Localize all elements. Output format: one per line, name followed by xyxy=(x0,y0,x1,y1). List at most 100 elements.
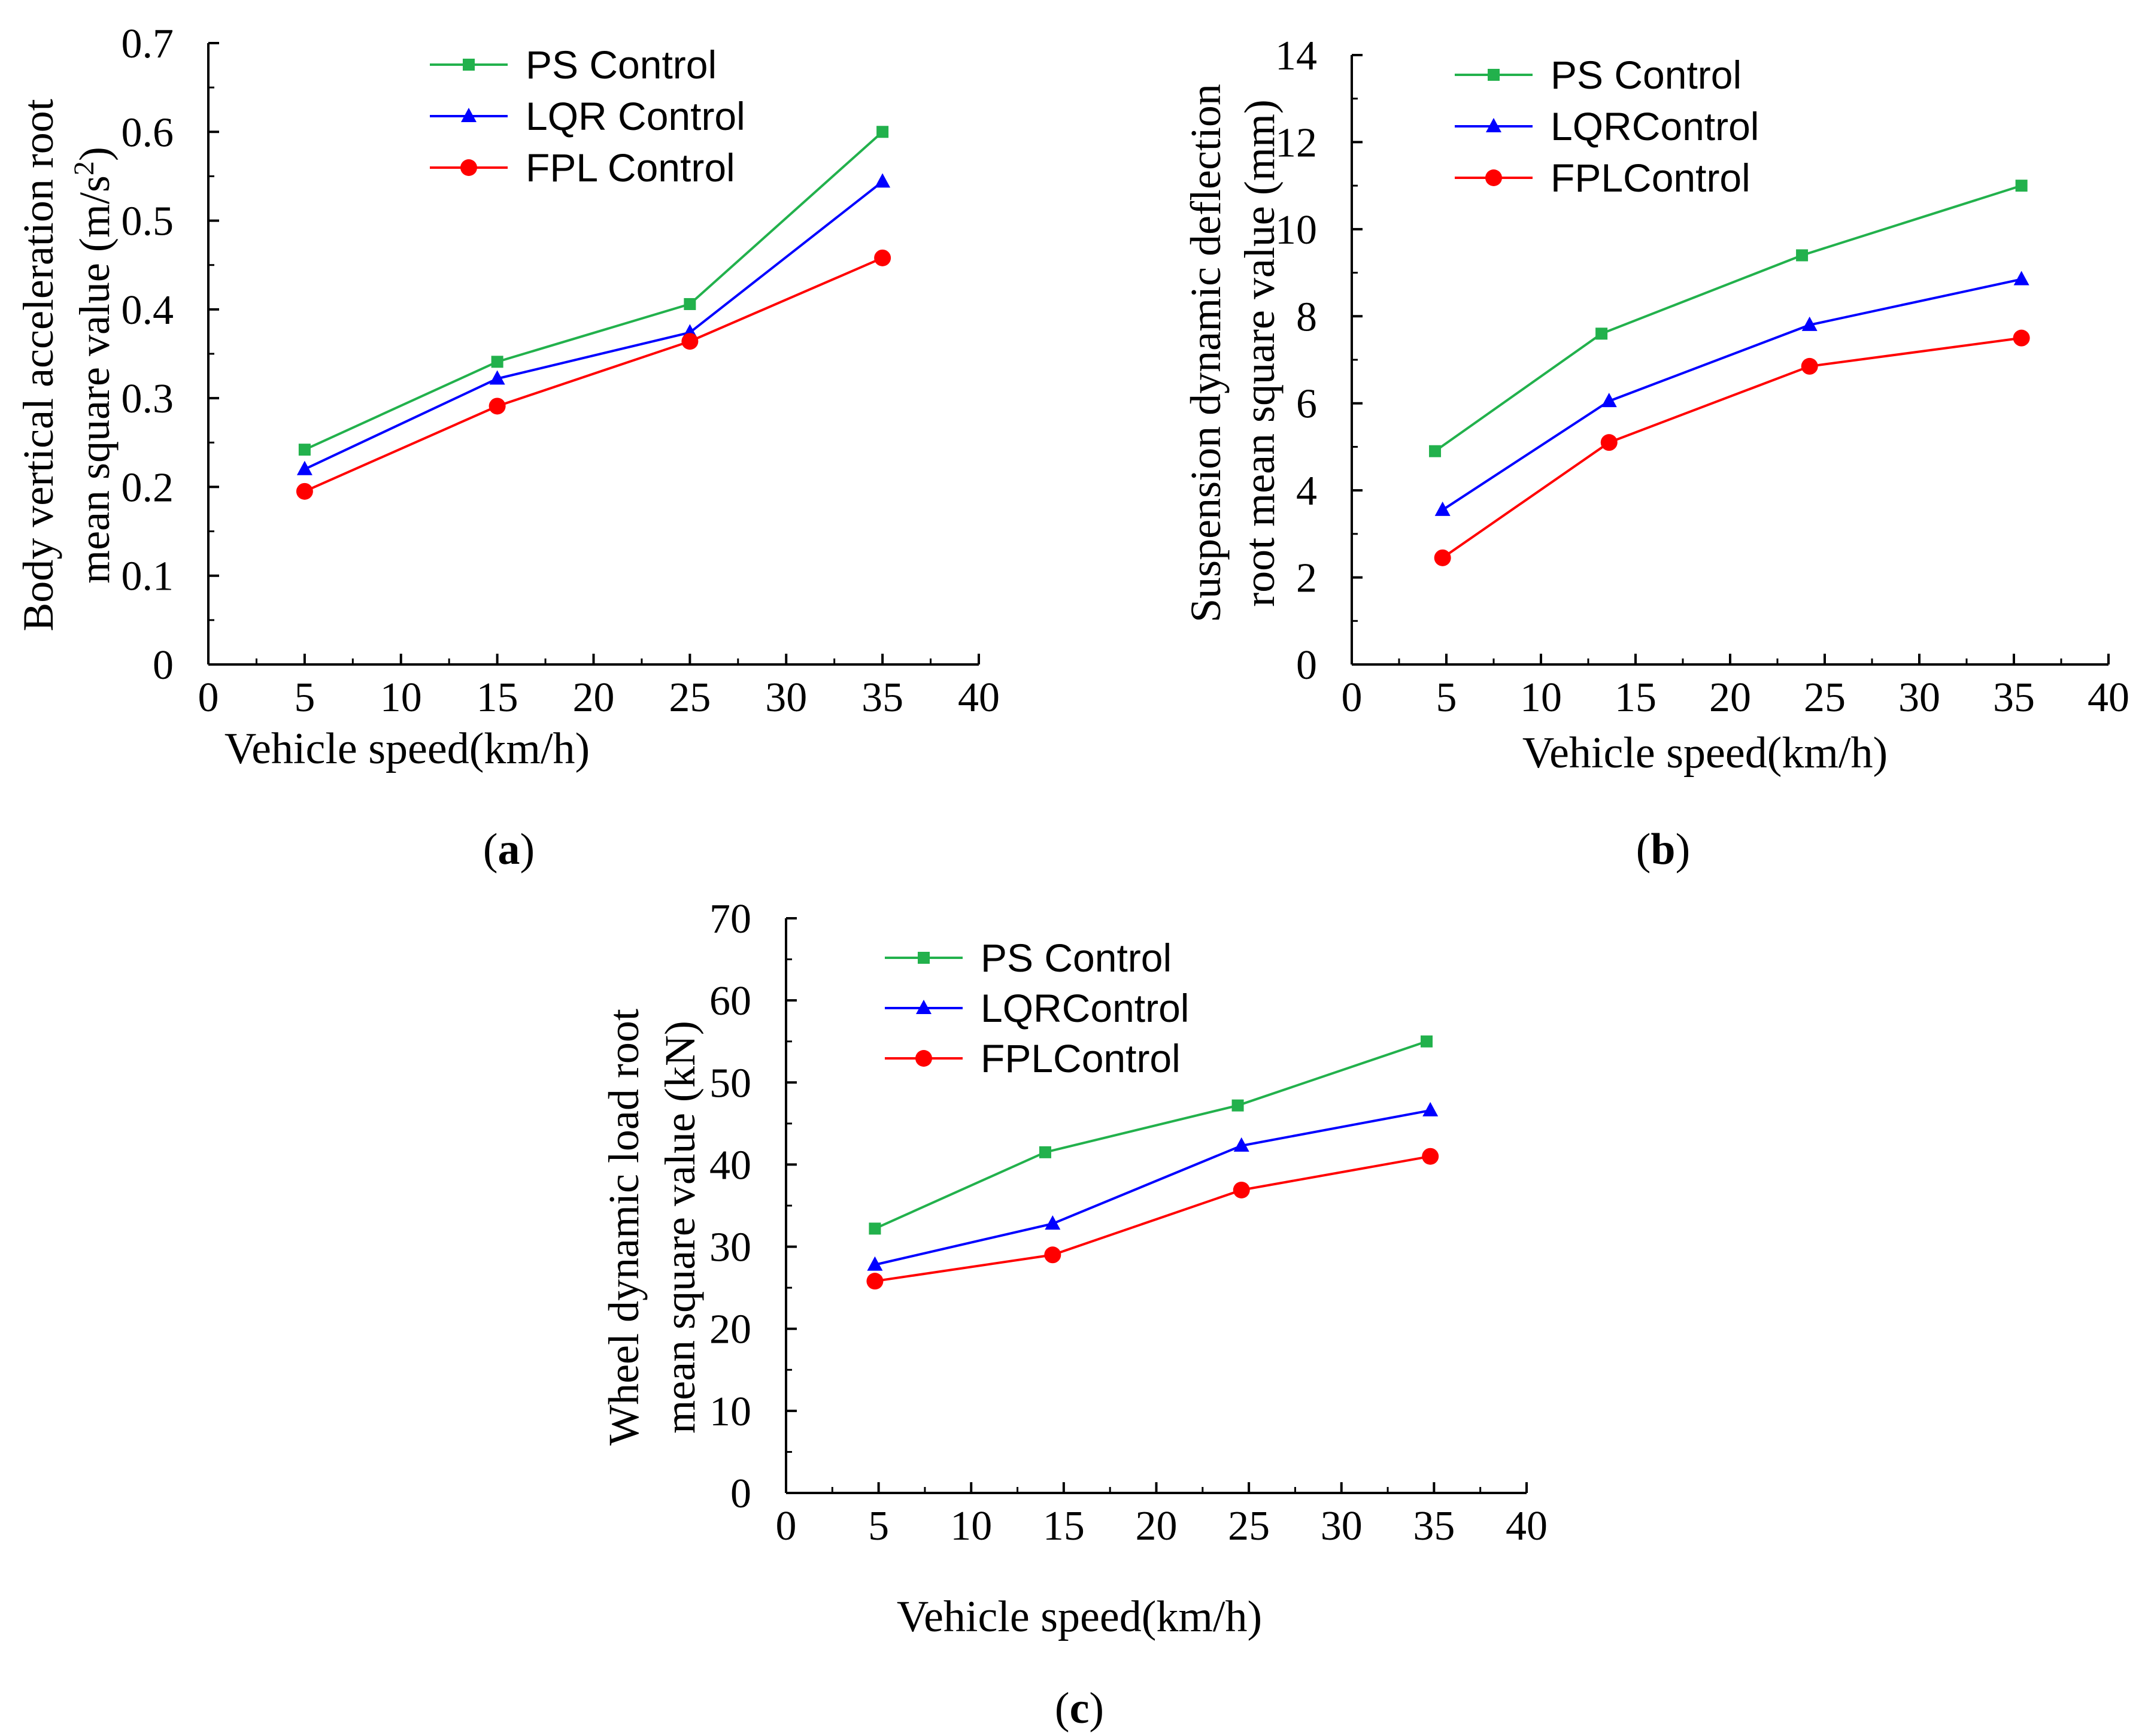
chart-b-legend-2-marker xyxy=(1485,169,1502,186)
chart-c-panel-label: (c) xyxy=(1055,1684,1104,1733)
chart-b-ytick-label: 6 xyxy=(1296,381,1317,427)
chart-b-legend-1-marker xyxy=(1486,118,1501,132)
chart-b-ytick-label: 14 xyxy=(1275,33,1317,79)
chart-b-series-1-line xyxy=(1442,278,2022,511)
chart-c-series-1-point xyxy=(1045,1215,1061,1230)
chart-a-series-1-point xyxy=(296,460,313,475)
chart-a-series-0-point xyxy=(491,356,503,368)
chart-a-ytick-label: 0.1 xyxy=(122,554,174,600)
chart-c-ytick-label: 0 xyxy=(730,1471,751,1517)
chart-b-series-1-point xyxy=(1801,316,1818,331)
chart-c-plot: 0 5 10 15 20 25 30 35 40 0 10 20 30 40 50 60 70 PS Contro… xyxy=(709,896,1548,1549)
chart-a-xtick-label: 0 xyxy=(198,675,219,721)
chart-a-series-0-point xyxy=(876,126,889,138)
chart-c-series-0-point xyxy=(1039,1146,1051,1158)
chart-a-series-2-point xyxy=(296,482,313,500)
chart-c-ytick-label: 40 xyxy=(709,1142,751,1188)
chart-b-panel-letter: b xyxy=(1651,825,1675,874)
chart-b-xtick-label: 25 xyxy=(1804,675,1846,721)
chart-c-legend-1-marker xyxy=(916,1000,932,1014)
chart-a-xtick-label: 10 xyxy=(380,675,422,721)
chart-b-series-2-point xyxy=(1434,549,1451,566)
chart-b-series-1-point xyxy=(2013,271,2029,286)
chart-c-xtick-label: 0 xyxy=(776,1503,797,1549)
chart-c-xtick-label: 25 xyxy=(1228,1503,1270,1549)
chart-b-xtick-label: 20 xyxy=(1709,675,1751,721)
chart-a-xtick-label: 35 xyxy=(861,675,903,721)
chart-a: 0 5 10 15 20 25 30 35 40 0 0.1 0.2 0.3 0.4 0.5 0.6 0.7 PS… xyxy=(14,21,1000,874)
chart-c-panel-letter: c xyxy=(1070,1684,1090,1733)
chart-a-series-2-point xyxy=(681,333,699,350)
chart-c-series-0-point xyxy=(1231,1099,1244,1112)
chart-b-ylabel-line2: root mean square value (mm) xyxy=(1236,99,1284,607)
chart-c-ytick-label: 30 xyxy=(709,1225,751,1271)
chart-a-ytick-label: 0.7 xyxy=(122,21,174,67)
chart-c-series-2-point xyxy=(1044,1246,1061,1264)
chart-a-ytick-label: 0 xyxy=(153,642,174,688)
chart-c-xtick-label: 10 xyxy=(950,1503,992,1549)
chart-b-legend-0-label: PS Control xyxy=(1551,53,1742,97)
chart-b-ylabel-line1: Suspension dynamic deflection xyxy=(1182,84,1230,623)
chart-b-series-0-point xyxy=(1796,249,1809,262)
chart-a-ytick-label: 0.4 xyxy=(122,287,174,333)
chart-b-ytick-label: 2 xyxy=(1296,556,1317,602)
chart-c-ytick-label: 10 xyxy=(709,1389,751,1435)
chart-b-xtick-label: 40 xyxy=(2088,675,2129,721)
chart-a-series-0-point xyxy=(298,444,311,456)
chart-b-xtick-label: 15 xyxy=(1615,675,1656,721)
chart-b-xtick-label: 0 xyxy=(1342,675,1363,721)
chart-a-series-0-point xyxy=(684,298,696,310)
chart-c-legend-1-label: LQRControl xyxy=(981,986,1189,1030)
chart-a-series-1-line xyxy=(304,180,884,471)
chart-a-ytick-label: 0.5 xyxy=(122,199,174,245)
chart-c-xlabel: Vehicle speed(km/h) xyxy=(897,1592,1262,1641)
chart-a-ylabel-line1: Body vertical acceleration root xyxy=(14,99,62,632)
chart-c-ytick-label: 20 xyxy=(709,1307,751,1353)
chart-a-series-1-point xyxy=(489,370,505,385)
chart-a-legend-0-marker xyxy=(463,59,475,71)
chart-b-panel-label: (b) xyxy=(1636,825,1690,874)
chart-c-series-1-point xyxy=(1422,1101,1439,1116)
chart-a-ylabel-line2-prefix: mean square value (m/s xyxy=(71,175,119,584)
chart-b-series-0-line xyxy=(1434,184,2022,453)
chart-a-series-2-point xyxy=(874,249,891,266)
chart-a-series-0-line xyxy=(304,130,884,451)
chart-a-series-2-point xyxy=(489,397,506,415)
chart-b-series-1-point xyxy=(1601,393,1617,408)
chart-b-legend-1-label: LQRControl xyxy=(1551,104,1759,148)
chart-c-series-1-point xyxy=(1233,1137,1249,1152)
chart-a-legend-0-label: PS Control xyxy=(526,43,717,87)
chart-a-ylabel-line2-suffix: ) xyxy=(71,147,119,161)
chart-b-xtick-label: 35 xyxy=(1993,675,2035,721)
chart-b-xtick-label: 10 xyxy=(1520,675,1562,721)
chart-a-series-2-line xyxy=(304,257,883,493)
chart-a-ytick-label: 0.2 xyxy=(122,465,174,511)
chart-c-series-1-line xyxy=(874,1109,1431,1266)
chart-a-plot: 0 5 10 15 20 25 30 35 40 0 0.1 0.2 0.3 0.4 0.5 0.6 0.7 PS… xyxy=(122,21,1000,721)
chart-c-series-2-point xyxy=(866,1273,884,1290)
chart-c-series-2-line xyxy=(875,1155,1431,1283)
chart-a-panel-label: (a) xyxy=(483,825,535,874)
chart-b-xtick-label: 5 xyxy=(1436,675,1457,721)
chart-c-legend-2-marker xyxy=(915,1050,932,1067)
chart-a-series-1-point xyxy=(875,173,891,188)
chart-a-xtick-label: 30 xyxy=(765,675,807,721)
chart-a-ylabel-line2: mean square value (m/s2) xyxy=(68,147,119,584)
chart-c-ytick-label: 70 xyxy=(709,896,751,942)
chart-b-legend-0-marker xyxy=(1488,69,1500,81)
chart-c-xtick-label: 15 xyxy=(1043,1503,1085,1549)
chart-b-series-0-point xyxy=(1595,327,1608,340)
chart-b-series-2-point xyxy=(1600,434,1618,451)
chart-b-legend-2-label: FPLControl xyxy=(1551,156,1750,200)
chart-b-ytick-label: 12 xyxy=(1275,120,1317,166)
chart-b-series-1-point xyxy=(1434,501,1451,516)
chart-c-xtick-label: 5 xyxy=(868,1503,889,1549)
chart-b-ytick-label: 0 xyxy=(1296,642,1317,688)
chart-c-xtick-label: 35 xyxy=(1413,1503,1455,1549)
chart-a-legend-2-marker xyxy=(460,159,477,176)
chart-b-series-2-point xyxy=(2013,329,2030,347)
chart-a-xtick-label: 20 xyxy=(573,675,615,721)
chart-c-series-0-point xyxy=(869,1222,881,1235)
chart-b-xlabel: Vehicle speed(km/h) xyxy=(1522,729,1888,778)
